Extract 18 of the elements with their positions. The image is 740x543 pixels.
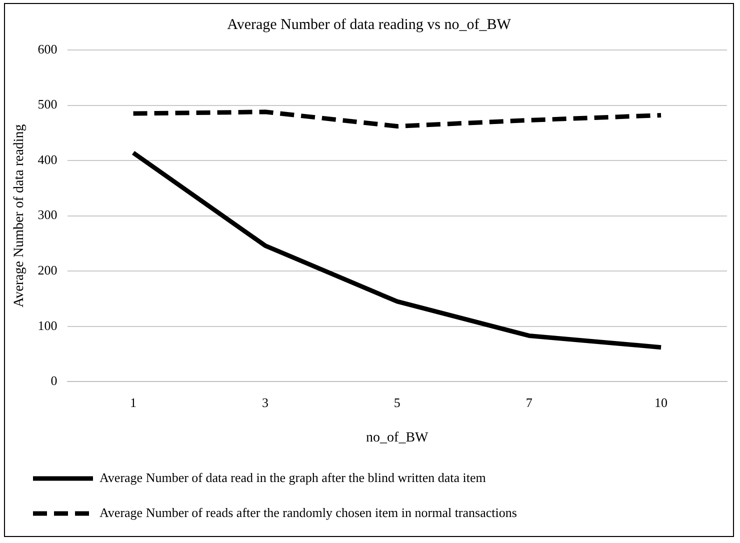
y-tick-label: 500 <box>38 96 58 112</box>
y-tick-label: 200 <box>38 262 58 278</box>
x-tick-label: 10 <box>654 394 668 410</box>
legend-label: Average Number of reads after the randomly chosen item in normal transactions <box>100 504 517 520</box>
x-tick-label: 1 <box>130 394 137 410</box>
x-tick-label: 3 <box>262 394 268 410</box>
chart-title: Average Number of data reading vs no_of_BW <box>227 16 512 33</box>
x-tick-label: 5 <box>394 394 400 410</box>
x-tick-label: 7 <box>526 394 533 410</box>
x-axis-title: no_of_BW <box>366 430 430 446</box>
y-tick-label: 300 <box>38 207 58 222</box>
line-series <box>131 110 664 129</box>
y-tick-label: 400 <box>38 152 58 167</box>
y-tick-label: 100 <box>38 318 58 333</box>
y-tick-label: 0 <box>50 373 58 388</box>
y-axis-title: Average Number of data reading <box>12 124 28 308</box>
y-tick-label: 600 <box>38 41 58 56</box>
legend-label: Average Number of data read in the graph after the blind written data item <box>100 470 486 485</box>
